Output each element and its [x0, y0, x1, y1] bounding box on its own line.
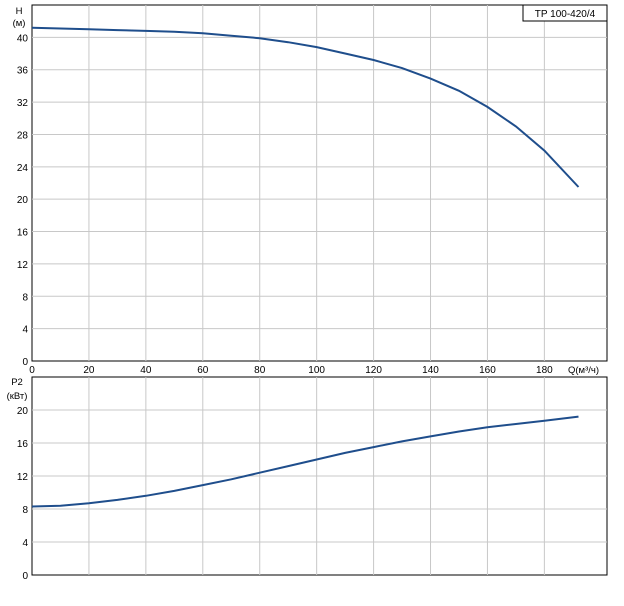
- head-x-tick-label: 60: [197, 365, 209, 376]
- power-y-tick-label: 0: [22, 571, 28, 582]
- head-x-tick-label: 120: [365, 365, 382, 376]
- head-y-tick-label: 40: [17, 33, 29, 44]
- head-y-tick-labels: 0 4 8 12 16 20 24 28 32 36 40: [17, 33, 29, 368]
- power-y-label-symbol: P2: [11, 377, 23, 388]
- power-curve-chart: 0 4 8 12 16 20 P2 (кВт): [7, 376, 608, 582]
- head-x-tick-label: 40: [140, 365, 152, 376]
- head-y-tick-label: 8: [22, 292, 28, 303]
- power-y-tick-label: 8: [22, 505, 28, 516]
- head-curve-line: [31, 26, 580, 188]
- head-y-tick-label: 28: [17, 130, 29, 141]
- head-y-label-symbol: H: [16, 6, 23, 17]
- head-x-tick-labels: 0 20 40 60 80 100 120 140 160 180: [29, 365, 553, 376]
- head-x-tick-label: 160: [479, 365, 496, 376]
- head-y-tick-label: 20: [17, 195, 29, 206]
- head-y-tick-label: 12: [17, 260, 29, 271]
- head-y-tick-label: 36: [17, 66, 29, 77]
- power-y-tick-label: 4: [22, 538, 28, 549]
- head-curve-chart: 0 4 8 12 16 20 24 28 32 36 40 0 20 40 60 80 100 120 140 16…: [13, 4, 608, 376]
- head-y-tick-label: 24: [17, 163, 29, 174]
- power-y-tick-label: 12: [17, 472, 29, 483]
- flow-x-axis-label: Q(м³/ч): [568, 365, 599, 376]
- head-x-tick-label: 180: [536, 365, 553, 376]
- power-y-tick-labels: 0 4 8 12 16 20: [17, 406, 29, 582]
- head-x-tick-label: 0: [29, 365, 35, 376]
- power-y-label-unit: (кВт): [7, 391, 28, 402]
- head-y-label-unit: (м): [13, 18, 26, 29]
- head-y-tick-label: 32: [17, 98, 29, 109]
- power-curve-line: [31, 415, 579, 508]
- head-y-tick-label: 16: [17, 228, 29, 239]
- power-y-tick-label: 16: [17, 439, 29, 450]
- head-x-tick-label: 140: [422, 365, 439, 376]
- model-label: TP 100-420/4: [535, 9, 596, 20]
- head-y-tick-label: 0: [22, 357, 28, 368]
- head-plot-frame: [31, 4, 608, 362]
- power-y-tick-label: 20: [17, 406, 29, 417]
- head-y-tick-label: 4: [22, 325, 28, 336]
- model-label-box: [522, 4, 608, 22]
- head-x-tick-label: 100: [308, 365, 325, 376]
- head-x-tick-label: 80: [254, 365, 266, 376]
- head-gridlines: [32, 5, 607, 361]
- head-x-tick-label: 20: [83, 365, 95, 376]
- power-gridlines: [32, 377, 607, 575]
